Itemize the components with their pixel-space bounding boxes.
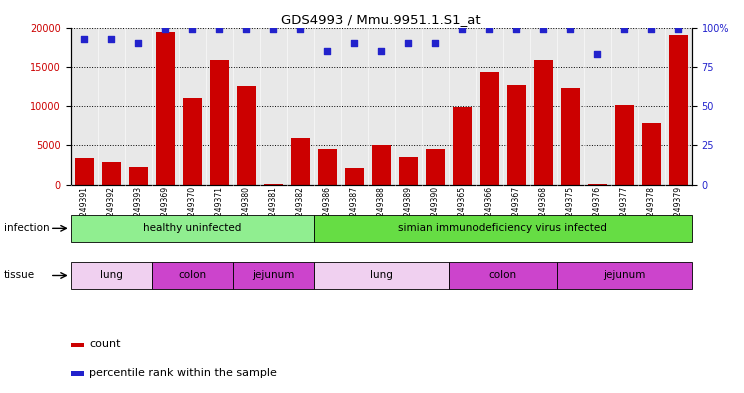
Text: healthy uninfected: healthy uninfected [143,223,241,233]
Bar [152,262,233,289]
Point [375,48,387,54]
Point [565,26,577,32]
Bar [453,107,472,185]
Text: GSM1249388: GSM1249388 [376,186,386,237]
Text: GSM1249376: GSM1249376 [593,186,602,237]
Point [484,26,496,32]
Bar [71,215,314,242]
Text: jejunum: jejunum [603,270,646,281]
Point [186,26,198,32]
Point [78,35,90,42]
Bar [557,262,692,289]
Point [240,26,252,32]
Bar [615,105,634,185]
Text: GSM1249370: GSM1249370 [187,186,196,237]
Text: GSM1249378: GSM1249378 [647,186,656,237]
Bar [71,262,152,289]
Bar [264,184,283,185]
Bar [372,145,391,185]
Bar [314,262,449,289]
Bar [344,168,364,185]
Bar [129,167,147,185]
Text: GSM1249371: GSM1249371 [215,186,224,237]
Text: lung: lung [370,270,393,281]
Text: colon: colon [489,270,517,281]
Bar [237,86,256,185]
Text: GSM1249382: GSM1249382 [296,186,305,237]
Text: GSM1249390: GSM1249390 [431,186,440,237]
Text: count: count [89,339,121,349]
Bar [449,262,557,289]
Point [214,26,225,32]
Bar [183,98,202,185]
Point [159,26,171,32]
Bar [642,123,661,185]
Text: GSM1249368: GSM1249368 [539,186,548,237]
Text: infection: infection [4,223,49,233]
Text: GSM1249380: GSM1249380 [242,186,251,237]
Text: GSM1249367: GSM1249367 [512,186,521,237]
Text: GSM1249365: GSM1249365 [458,186,466,237]
Text: GSM1249379: GSM1249379 [674,186,683,237]
Point [456,26,468,32]
Bar [480,72,498,185]
Bar [74,158,94,185]
Text: GSM1249391: GSM1249391 [80,186,89,237]
Bar [399,157,418,185]
Bar [233,262,314,289]
Bar [588,184,607,185]
Text: GSM1249392: GSM1249392 [106,186,116,237]
Point [618,26,630,32]
Text: GSM1249381: GSM1249381 [269,186,278,237]
Text: GSM1249377: GSM1249377 [620,186,629,237]
Bar [314,215,692,242]
Point [132,40,144,46]
Bar [71,343,84,347]
Bar [426,149,445,185]
Text: lung: lung [100,270,123,281]
Point [537,26,549,32]
Text: GSM1249366: GSM1249366 [485,186,494,237]
Bar [561,88,580,185]
Point [295,26,307,32]
Text: GSM1249386: GSM1249386 [323,186,332,237]
Point [510,26,522,32]
Point [321,48,333,54]
Point [267,26,279,32]
Bar [669,35,688,185]
Text: GSM1249389: GSM1249389 [404,186,413,237]
Point [591,51,603,57]
Bar [71,371,84,376]
Bar [534,60,553,185]
Point [403,40,414,46]
Text: tissue: tissue [4,270,35,281]
Title: GDS4993 / Mmu.9951.1.S1_at: GDS4993 / Mmu.9951.1.S1_at [281,13,481,26]
Text: GSM1249375: GSM1249375 [566,186,575,237]
Bar [318,149,337,185]
Text: GSM1249393: GSM1249393 [134,186,143,237]
Point [105,35,117,42]
Text: GSM1249369: GSM1249369 [161,186,170,237]
Point [646,26,658,32]
Point [673,26,684,32]
Text: simian immunodeficiency virus infected: simian immunodeficiency virus infected [398,223,607,233]
Bar [291,138,310,185]
Bar [102,162,121,185]
Bar [210,60,228,185]
Text: colon: colon [178,270,206,281]
Bar [155,32,175,185]
Text: jejunum: jejunum [252,270,295,281]
Text: percentile rank within the sample: percentile rank within the sample [89,367,278,378]
Bar [507,85,526,185]
Point [429,40,441,46]
Text: GSM1249387: GSM1249387 [350,186,359,237]
Point [348,40,360,46]
